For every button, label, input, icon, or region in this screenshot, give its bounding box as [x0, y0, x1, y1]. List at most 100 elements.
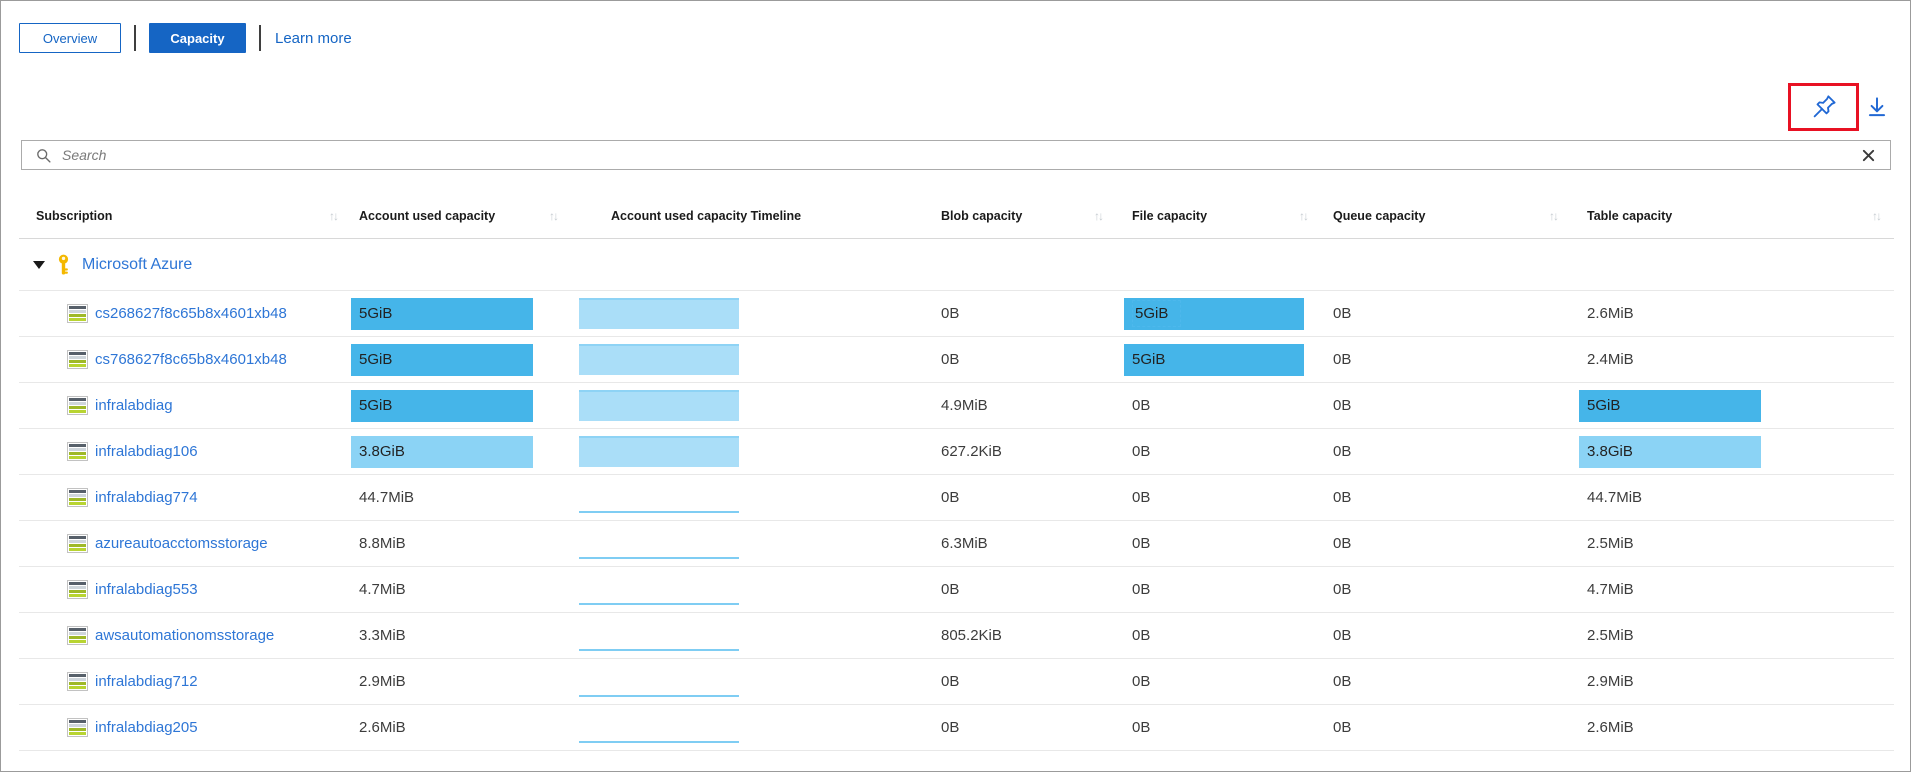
download-button[interactable]	[1862, 92, 1892, 122]
capacity-bar: 5GiB	[1124, 343, 1304, 376]
capacity-cell: 2.6MiB	[1571, 719, 1894, 737]
cell-value: 0B	[1132, 626, 1151, 644]
sort-icon[interactable]: ↑↓	[549, 209, 559, 223]
capacity-cell: 5GiB	[351, 389, 571, 422]
column-header-blob-capacity[interactable]: Blob capacity ↑↓	[921, 194, 1116, 238]
download-icon	[1864, 94, 1890, 120]
overview-button[interactable]: Overview	[19, 23, 121, 53]
column-header-file-capacity[interactable]: File capacity ↑↓	[1116, 194, 1321, 238]
storage-account-link[interactable]: infralabdiag	[95, 397, 173, 414]
collapse-triangle-icon[interactable]	[33, 260, 45, 269]
storage-account-icon	[67, 304, 88, 323]
blob-capacity-cell: 805.2KiB	[921, 627, 1116, 645]
capacity-cell: 0B	[1116, 397, 1321, 415]
timeline-cell	[571, 390, 921, 421]
capacity-button[interactable]: Capacity	[149, 23, 246, 53]
capacity-cell: 4.7MiB	[1571, 581, 1894, 599]
capacity-cell: 2.5MiB	[1571, 535, 1894, 553]
cell-value: 0B	[1132, 672, 1151, 690]
storage-account-icon	[67, 580, 88, 599]
timeline-cell	[571, 666, 921, 697]
cell-value: 6.3MiB	[941, 534, 988, 552]
capacity-cell: 5GiB	[351, 297, 571, 330]
cell-value: 0B	[941, 672, 960, 690]
blob-capacity-cell: 0B	[921, 673, 1116, 691]
timeline-sparkline	[579, 482, 739, 513]
storage-account-icon	[67, 488, 88, 507]
grid-body: cs268627f8c65b8x4601xb48 5GiB 0B 5GiB 0B 2.6M…	[19, 291, 1894, 751]
cell-value: 2.9MiB	[359, 672, 406, 690]
blob-capacity-cell: 0B	[921, 489, 1116, 507]
table-row: azureautoacctomsstorage 8.8MiB 6.3MiB 0B 0B 2…	[19, 521, 1894, 567]
sort-icon[interactable]: ↑↓	[1094, 209, 1104, 223]
timeline-cell	[571, 298, 921, 329]
cell-value: 5GiB	[359, 305, 393, 322]
storage-account-link[interactable]: infralabdiag774	[95, 489, 198, 506]
clear-search-button[interactable]	[1861, 148, 1876, 163]
storage-account-link[interactable]: infralabdiag106	[95, 443, 198, 460]
blob-capacity-cell: 4.9MiB	[921, 397, 1116, 415]
learn-more-link[interactable]: Learn more	[275, 29, 352, 47]
subscription-link[interactable]: Microsoft Azure	[82, 255, 193, 273]
grid-header-row: Subscription ↑↓ Account used capacity ↑↓ Acc…	[19, 194, 1894, 239]
capacity-bar: 5GiB	[351, 389, 533, 422]
subscription-cell: azureautoacctomsstorage	[19, 534, 351, 553]
cell-value: 2.6MiB	[359, 718, 406, 736]
timeline-cell	[571, 482, 921, 513]
capacity-bar: 5GiB	[351, 297, 533, 330]
storage-account-link[interactable]: awsautomationomsstorage	[95, 627, 275, 644]
capacity-cell: 0B	[1116, 535, 1321, 553]
cell-value: 805.2KiB	[941, 626, 1002, 644]
storage-account-icon	[67, 350, 88, 369]
toolbar-separator	[134, 25, 136, 51]
table-row: infralabdiag205 2.6MiB 0B 0B 0B 2.6MiB	[19, 705, 1894, 751]
storage-account-link[interactable]: infralabdiag205	[95, 719, 198, 736]
blob-capacity-cell: 6.3MiB	[921, 535, 1116, 553]
storage-account-link[interactable]: infralabdiag712	[95, 673, 198, 690]
column-header-queue-capacity[interactable]: Queue capacity ↑↓	[1321, 194, 1571, 238]
capacity-bar: 5GiB	[351, 343, 533, 376]
search-input[interactable]	[62, 147, 1861, 163]
cell-value: 5GiB	[1132, 300, 1182, 327]
cell-value: 0B	[1132, 396, 1151, 414]
cell-value: 0B	[941, 350, 960, 368]
cell-value: 0B	[1132, 534, 1151, 552]
column-header-label: Table capacity	[1587, 209, 1673, 223]
column-header-subscription[interactable]: Subscription ↑↓	[19, 194, 351, 238]
table-row: infralabdiag712 2.9MiB 0B 0B 0B 2.9MiB	[19, 659, 1894, 705]
sort-icon[interactable]: ↑↓	[329, 209, 339, 223]
subscription-cell: infralabdiag205	[19, 718, 351, 737]
cell-value: 0B	[1132, 718, 1151, 736]
storage-account-link[interactable]: cs268627f8c65b8x4601xb48	[95, 305, 287, 322]
pushpin-icon[interactable]	[1809, 92, 1839, 122]
storage-account-link[interactable]: infralabdiag553	[95, 581, 198, 598]
timeline-cell	[571, 620, 921, 651]
sort-icon[interactable]: ↑↓	[1872, 209, 1882, 223]
cell-value: 8.8MiB	[359, 534, 406, 552]
cell-value: 0B	[1132, 580, 1151, 598]
table-row: infralabdiag 5GiB 4.9MiB 0B 0B 5GiB	[19, 383, 1894, 429]
storage-account-link[interactable]: cs768627f8c65b8x4601xb48	[95, 351, 287, 368]
queue-capacity-cell: 0B	[1321, 719, 1571, 737]
table-row: infralabdiag774 44.7MiB 0B 0B 0B 44.7MiB	[19, 475, 1894, 521]
cell-value: 0B	[941, 304, 960, 322]
column-header-account-used-capacity[interactable]: Account used capacity ↑↓	[351, 194, 571, 238]
sort-icon[interactable]: ↑↓	[1299, 209, 1309, 223]
column-header-account-used-capacity-timeline[interactable]: Account used capacity Timeline	[571, 194, 921, 238]
storage-account-link[interactable]: azureautoacctomsstorage	[95, 535, 268, 552]
cell-value: 0B	[941, 488, 960, 506]
capacity-cell: 4.7MiB	[351, 581, 571, 599]
capacity-cell: 0B	[1116, 673, 1321, 691]
storage-account-icon	[67, 626, 88, 645]
capacity-cell: 2.4MiB	[1571, 351, 1894, 369]
subscription-cell: infralabdiag774	[19, 488, 351, 507]
capacity-cell: 2.6MiB	[1571, 305, 1894, 323]
blob-capacity-cell: 0B	[921, 719, 1116, 737]
cell-value: 0B	[1333, 534, 1352, 552]
column-header-table-capacity[interactable]: Table capacity ↑↓	[1571, 194, 1894, 238]
storage-account-icon	[67, 534, 88, 553]
cell-value: 0B	[1132, 442, 1151, 460]
sort-icon[interactable]: ↑↓	[1549, 209, 1559, 223]
subscription-cell: infralabdiag	[19, 396, 351, 415]
